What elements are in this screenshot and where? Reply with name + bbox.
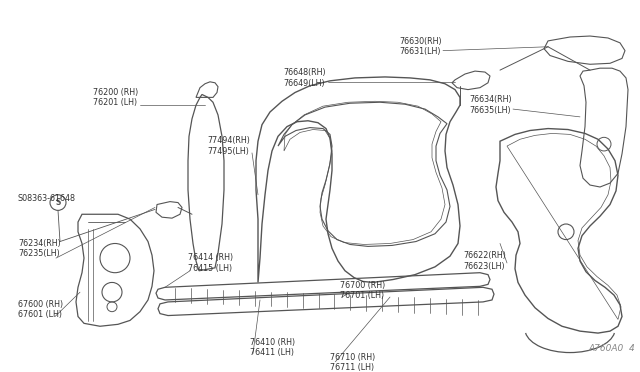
Text: 76410 (RH)
76411 (LH): 76410 (RH) 76411 (LH): [250, 338, 295, 357]
Text: 76234(RH)
76235(LH): 76234(RH) 76235(LH): [18, 239, 61, 258]
Text: S: S: [55, 198, 61, 207]
Text: 77494(RH)
77495(LH): 77494(RH) 77495(LH): [207, 137, 250, 156]
Text: 76648(RH)
76649(LH): 76648(RH) 76649(LH): [284, 68, 326, 88]
Text: 76634(RH)
76635(LH): 76634(RH) 76635(LH): [469, 96, 512, 115]
Text: 67600 (RH)
67601 (LH): 67600 (RH) 67601 (LH): [18, 300, 63, 320]
Text: 76414 (RH)
76415 (LH): 76414 (RH) 76415 (LH): [188, 253, 233, 273]
Text: 76622(RH)
76623(LH): 76622(RH) 76623(LH): [463, 251, 506, 271]
Text: A760A0  4: A760A0 4: [588, 344, 635, 353]
Text: 76700 (RH)
76701 (LH): 76700 (RH) 76701 (LH): [340, 280, 385, 300]
Text: S08363-61648: S08363-61648: [18, 194, 76, 203]
Text: 76710 (RH)
76711 (LH): 76710 (RH) 76711 (LH): [330, 353, 375, 372]
Text: 76200 (RH)
76201 (LH): 76200 (RH) 76201 (LH): [93, 88, 138, 107]
Text: 76630(RH)
76631(LH): 76630(RH) 76631(LH): [399, 37, 442, 57]
